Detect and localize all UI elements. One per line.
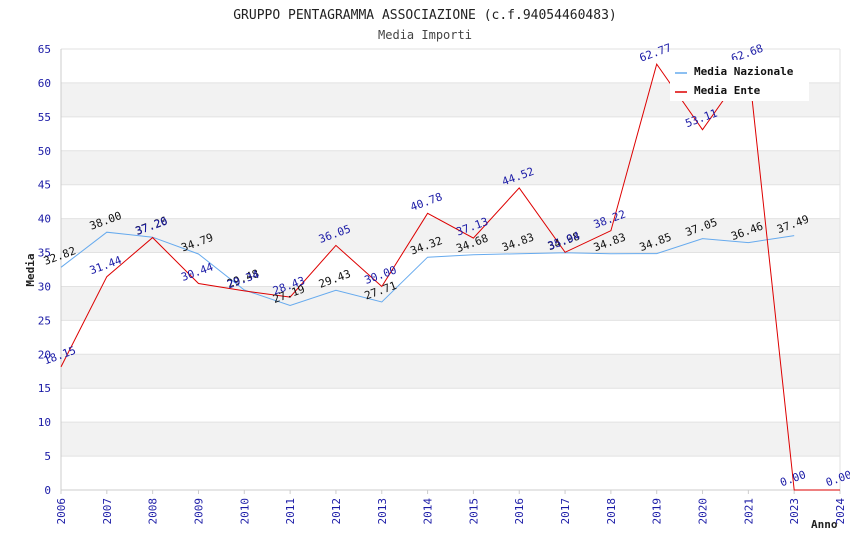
- x-tick-label: 2017: [559, 498, 572, 525]
- x-tick-label: 2020: [697, 498, 710, 525]
- x-tick-label: 2015: [467, 498, 480, 525]
- x-tick-label: 2018: [605, 498, 618, 525]
- x-tick-label: 2010: [238, 498, 251, 525]
- y-tick-label: 65: [38, 43, 51, 56]
- y-axis-ticks: 0 5 10 15 20 25 30 35 40 45 50 55 60 65: [38, 43, 51, 497]
- grid-band: [61, 354, 840, 389]
- y-tick-label: 20: [38, 348, 51, 361]
- x-axis-ticks: 2006 2007 2008 2009 2010 2011 2012 2013 2014 2015…: [55, 490, 847, 525]
- x-tick-label: 2024: [834, 498, 847, 525]
- grid-band: [61, 388, 840, 423]
- x-tick-label: 2009: [192, 498, 205, 525]
- x-tick-label: 2021: [742, 498, 755, 525]
- y-tick-label: 40: [38, 213, 51, 226]
- legend-label-media-nazionale: Media Nazionale: [694, 65, 794, 78]
- grid-band: [61, 320, 840, 355]
- y-axis-label: Media: [24, 253, 37, 286]
- x-tick-label: 2006: [55, 498, 68, 525]
- series-line-media-nazionale: [60, 231, 795, 307]
- grid-bands: [60, 48, 841, 491]
- y-tick-label: 50: [38, 145, 51, 158]
- x-tick-label: 2011: [284, 498, 297, 525]
- grid-band: [61, 150, 840, 185]
- x-tick-label: 2019: [651, 498, 664, 525]
- series-group: [60, 62, 840, 491]
- x-tick-label: 2013: [376, 498, 389, 525]
- grid-band: [61, 286, 840, 321]
- x-axis-label: Anno: [811, 518, 838, 531]
- x-tick-label: 2007: [101, 498, 114, 525]
- chart-title: GRUPPO PENTAGRAMMA ASSOCIAZIONE (c.f.940…: [233, 8, 617, 23]
- x-tick-label: 2016: [513, 498, 526, 525]
- grid-band: [61, 422, 840, 457]
- y-tick-label: 60: [38, 77, 51, 90]
- legend-label-media-ente: Media Ente: [694, 84, 761, 97]
- y-tick-label: 15: [38, 382, 51, 395]
- grid-band: [61, 184, 840, 219]
- y-tick-label: 35: [38, 247, 51, 260]
- y-tick-label: 0: [44, 484, 51, 497]
- grid-band: [61, 116, 840, 151]
- x-tick-label: 2014: [422, 498, 435, 525]
- grid-band: [61, 252, 840, 287]
- grid-band: [61, 456, 840, 490]
- legend: Media Nazionale Media Ente: [670, 60, 809, 101]
- x-tick-label: 2008: [147, 498, 160, 525]
- series-line-media-ente: [60, 62, 840, 491]
- y-tick-label: 30: [38, 280, 51, 293]
- legend-box: [670, 60, 809, 101]
- y-tick-label: 45: [38, 179, 51, 192]
- y-tick-label: 55: [38, 111, 51, 124]
- grid-band: [61, 218, 840, 253]
- y-tick-label: 25: [38, 314, 51, 327]
- y-tick-label: 10: [38, 416, 51, 429]
- chart-subtitle: Media Importi: [378, 28, 472, 42]
- x-tick-label: 2012: [330, 498, 343, 525]
- x-tick-label: 2023: [788, 498, 801, 525]
- y-tick-label: 5: [44, 450, 51, 463]
